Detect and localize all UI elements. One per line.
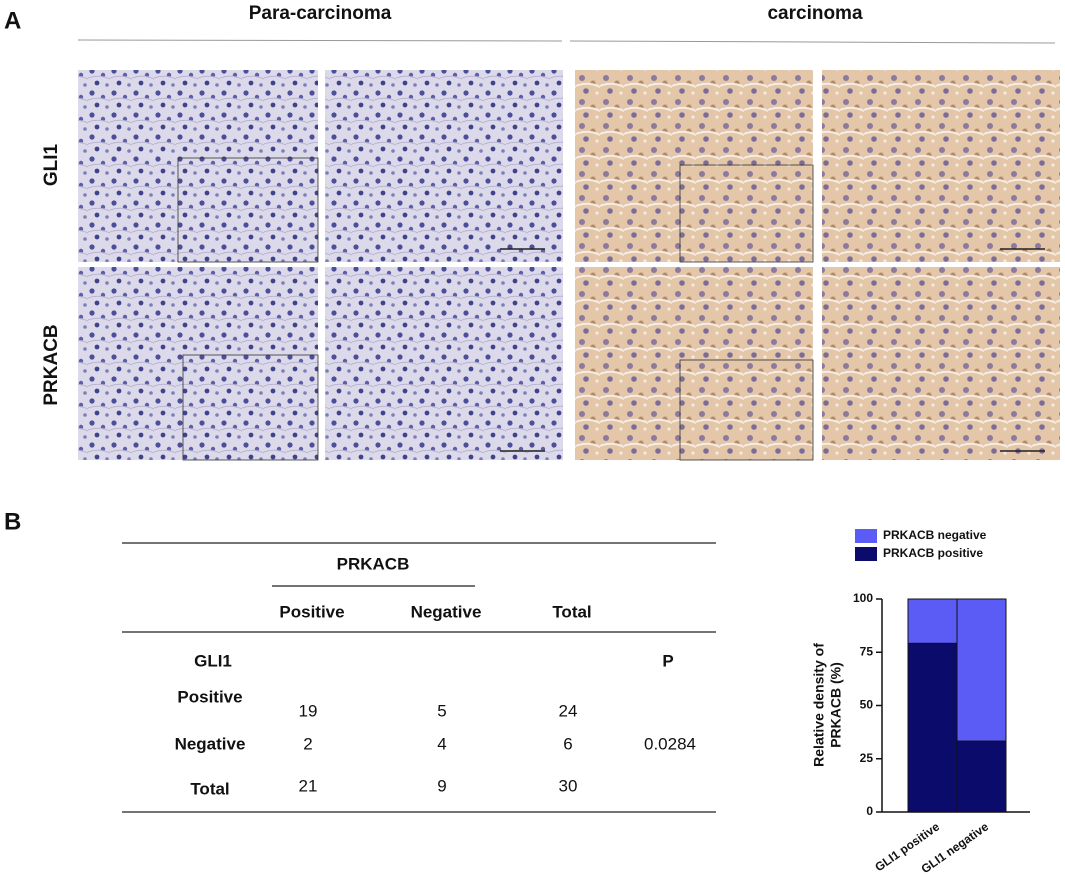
y-tick-label: 100 (853, 591, 873, 605)
y-axis-title: Relative density of (811, 643, 827, 767)
panel-label: B (4, 508, 21, 535)
micrograph (575, 267, 813, 460)
table-column-header: Negative (411, 602, 482, 621)
legend-swatch (855, 547, 877, 561)
panel-b: B PRKACB GLI1 P 0.0284 (4, 508, 716, 813)
bar-segment (907, 598, 958, 644)
y-tick-label: 50 (860, 698, 874, 712)
panel-a: A Para-carcinoma carcinoma GLI1 PRKACB (4, 3, 1060, 461)
table-cell: 6 (563, 734, 572, 753)
table-p-value: 0.0284 (644, 734, 696, 753)
inset-box (177, 157, 319, 263)
micrograph (822, 70, 1060, 262)
table-column-header: Positive (279, 602, 344, 621)
micrograph (78, 70, 318, 262)
table-column-header: Total (552, 602, 591, 621)
table-group-header: PRKACB (337, 554, 410, 573)
micrograph (575, 70, 813, 262)
micrograph (325, 70, 563, 262)
panel-label: A (4, 7, 21, 34)
micrograph (325, 267, 563, 460)
inset-box (679, 164, 814, 263)
table-cell: 24 (559, 701, 578, 720)
micrograph (822, 267, 1060, 460)
bar-segment (956, 740, 1007, 813)
y-tick-label: 75 (860, 644, 874, 658)
column-header: carcinoma (767, 3, 862, 24)
table-cell: 21 (299, 776, 318, 795)
table-cell: 19 (299, 701, 318, 720)
header-rule (77, 39, 563, 42)
y-tick-label: 25 (860, 751, 874, 765)
micrographs (78, 70, 1060, 461)
table-row-label: Negative (175, 734, 246, 753)
header-rule (569, 40, 1056, 44)
row-label: PRKACB (41, 324, 62, 405)
table-cell: 30 (559, 776, 578, 795)
inset-box (182, 354, 319, 461)
table-cell: 4 (437, 734, 446, 753)
table-cell: 2 (303, 734, 312, 753)
legend-label: PRKACB positive (883, 546, 983, 560)
table-p-header: P (662, 651, 673, 670)
table-row-header: GLI1 (194, 651, 232, 670)
inset-box (679, 359, 814, 461)
micrograph (78, 267, 318, 460)
legend-label: PRKACB negative (883, 528, 987, 542)
bar-segment (956, 598, 1007, 742)
y-tick-label: 0 (866, 804, 873, 818)
legend-swatch (855, 529, 877, 543)
table-row-label: Positive (177, 687, 242, 706)
y-axis-title: PRKACB (%) (828, 662, 844, 748)
row-label: GLI1 (41, 143, 62, 186)
column-header: Para-carcinoma (249, 3, 392, 24)
bar-segment (907, 642, 958, 813)
table-cell: 9 (437, 776, 446, 795)
table-row-label: Total (190, 779, 229, 798)
table-cell: 5 (437, 701, 446, 720)
